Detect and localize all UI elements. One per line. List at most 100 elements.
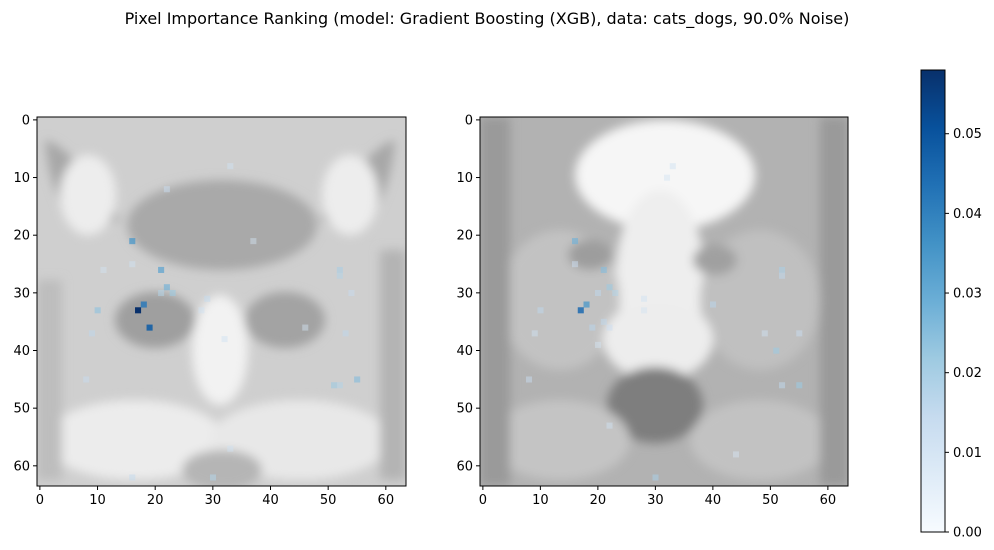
left-y-tick-label: 40	[13, 344, 30, 359]
right-importance-pixel	[526, 376, 533, 383]
right-y-tick-label: 0	[465, 113, 473, 128]
right-importance-pixel	[577, 307, 584, 314]
colorbar-tick-label: 0.04	[953, 207, 982, 222]
right-importance-pixel	[796, 330, 803, 337]
right-importance-pixels	[526, 163, 803, 481]
colorbar-tick-label: 0.05	[953, 127, 982, 142]
right-importance-pixel	[779, 272, 786, 279]
left-importance-pixel	[336, 272, 343, 279]
left-importance-pixel	[169, 289, 176, 297]
right-plot-frame	[479, 116, 849, 487]
right-heatmap-panel: 0 10 20 30 40 50 60 0 10 20 30 40 50 60	[456, 113, 849, 508]
left-importance-pixel	[83, 376, 90, 383]
left-importance-pixel	[135, 307, 142, 314]
left-importance-pixel	[204, 295, 211, 302]
right-importance-pixel	[572, 261, 579, 268]
left-y-tick-label: 30	[13, 286, 30, 301]
left-importance-pixel	[100, 266, 107, 273]
left-importance-pixel	[163, 284, 170, 291]
right-x-tick-label: 0	[479, 493, 487, 508]
left-x-tick-label: 20	[147, 493, 164, 508]
left-importance-pixel	[158, 289, 165, 297]
left-y-tick-label: 0	[22, 113, 30, 128]
left-importance-pixel	[331, 382, 338, 389]
left-importance-pixel	[227, 445, 234, 452]
left-importance-pixel	[94, 307, 101, 314]
right-importance-pixel	[761, 330, 768, 337]
right-y-tick-label: 40	[456, 344, 473, 359]
left-heatmap-panel: 0 10 20 30 40 50 60 0 10 20 30 40 50 60	[13, 113, 407, 508]
right-importance-pixel	[595, 341, 602, 348]
right-importance-pixel	[606, 284, 613, 291]
right-importance-pixel	[612, 289, 619, 297]
left-x-tick-label: 50	[320, 493, 337, 508]
right-importance-pixel	[641, 295, 648, 302]
right-importance-pixel	[669, 163, 676, 170]
right-importance-pixel	[606, 324, 613, 331]
colorbar-tick-label: 0.01	[953, 446, 982, 461]
colorbar-tick-label: 0.03	[953, 287, 982, 302]
left-y-tick-label: 10	[13, 171, 30, 186]
left-importance-pixel	[140, 301, 147, 308]
right-importance-pixel	[600, 318, 607, 325]
right-importance-pixel	[583, 301, 590, 308]
left-x-tick-label: 10	[89, 493, 106, 508]
left-importance-pixel	[336, 382, 343, 389]
left-importance-pixel	[198, 307, 205, 314]
left-x-tick-label: 40	[262, 493, 279, 508]
right-importance-pixel	[710, 301, 717, 308]
left-importance-pixel	[348, 289, 355, 297]
colorbar-gradient	[920, 69, 946, 533]
right-y-tick-label: 30	[456, 286, 473, 301]
left-plot-frame	[36, 116, 407, 487]
right-importance-pixel	[531, 330, 538, 337]
left-y-tick-label: 50	[13, 402, 30, 417]
left-importance-pixel	[146, 324, 153, 331]
right-x-tick-label: 50	[762, 493, 779, 508]
right-x-tick-label: 10	[532, 493, 549, 508]
left-importance-pixel	[227, 163, 234, 170]
colorbar: 0.00 0.01 0.02 0.03 0.04 0.05	[920, 69, 982, 541]
right-importance-pixel	[641, 307, 648, 314]
right-importance-pixel	[773, 347, 780, 354]
left-importance-pixel	[129, 261, 136, 268]
left-y-tick-label: 20	[13, 229, 30, 244]
right-importance-pixel	[537, 307, 544, 314]
chart-title: Pixel Importance Ranking (model: Gradien…	[125, 9, 850, 29]
left-x-tick-label: 0	[36, 493, 44, 508]
right-x-tick-label: 60	[820, 493, 837, 508]
left-importance-pixel	[209, 474, 217, 481]
right-y-tick-label: 50	[456, 402, 473, 417]
right-importance-pixel	[606, 422, 613, 429]
right-x-tick-label: 20	[590, 493, 607, 508]
right-importance-pixel	[733, 451, 740, 458]
left-importance-pixel	[336, 266, 343, 273]
dog-image	[480, 117, 848, 486]
right-importance-pixel	[796, 382, 803, 389]
left-x-tick-label: 30	[205, 493, 222, 508]
right-y-tick-label: 10	[456, 171, 473, 186]
right-importance-pixel	[779, 266, 786, 273]
left-importance-pixel	[250, 238, 257, 245]
left-importance-pixel	[129, 238, 136, 245]
left-y-tick-label: 60	[13, 459, 30, 474]
right-importance-pixel	[664, 174, 671, 181]
left-importance-pixel	[88, 330, 95, 337]
left-importance-pixel	[158, 266, 165, 273]
left-importance-pixel	[129, 474, 136, 481]
left-importance-pixel	[302, 324, 309, 331]
right-importance-pixel	[589, 324, 596, 331]
right-importance-pixel	[652, 474, 659, 481]
left-x-tick-label: 60	[378, 493, 395, 508]
right-importance-pixel	[595, 289, 602, 297]
right-y-tick-label: 20	[456, 229, 473, 244]
right-importance-pixel	[600, 266, 607, 273]
right-importance-pixel	[572, 238, 579, 245]
left-importance-pixel	[354, 376, 361, 383]
left-importance-pixel	[342, 330, 349, 337]
cat-image	[37, 117, 406, 486]
right-x-tick-label: 30	[647, 493, 664, 508]
colorbar-tick-label: 0.02	[953, 366, 982, 381]
right-x-tick-label: 40	[705, 493, 722, 508]
